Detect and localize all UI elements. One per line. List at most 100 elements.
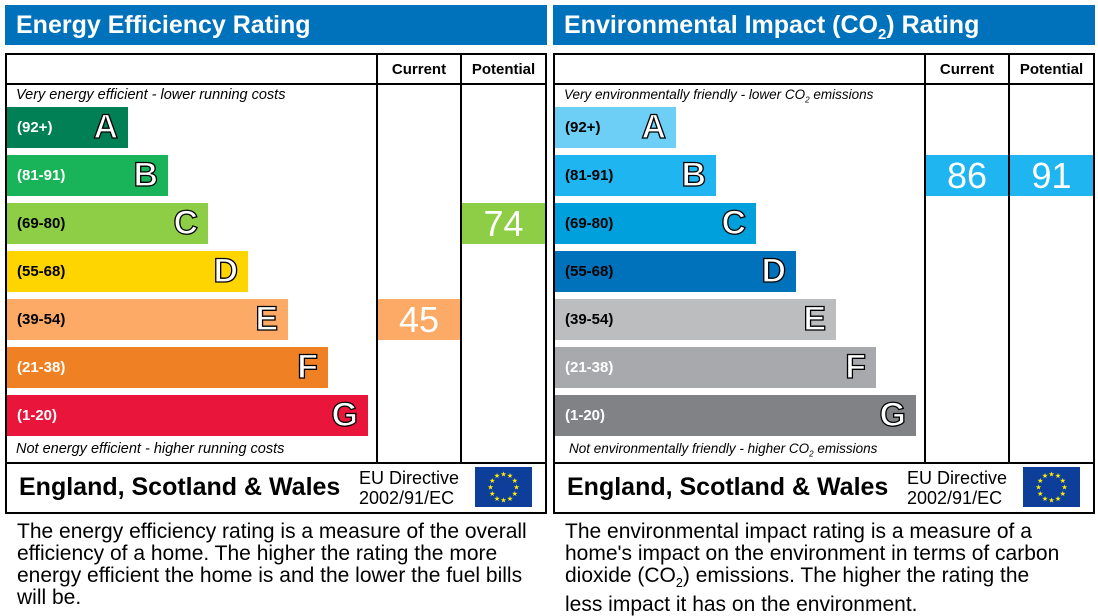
svg-text:★: ★ xyxy=(1037,477,1043,485)
band-bar-g: (1-20) G xyxy=(7,395,368,436)
column-header-potential: Potential xyxy=(1019,61,1084,78)
column-divider xyxy=(1008,55,1010,464)
country-label: England, Scotland & Wales xyxy=(567,473,889,501)
rating-table: Current Potential Very environmentally fri… xyxy=(553,53,1095,514)
band-bar-b: (81-91) B xyxy=(555,155,716,196)
svg-text:★: ★ xyxy=(1035,484,1041,492)
top-note: Very energy efficient - lower running co… xyxy=(16,87,286,103)
svg-text:★: ★ xyxy=(1055,472,1061,480)
band-range: (39-54) xyxy=(565,311,614,328)
band-letter: A xyxy=(641,107,667,146)
eu-directive: EU Directive 2002/91/EC xyxy=(359,468,459,508)
band-range: (55-68) xyxy=(17,263,66,280)
svg-text:★: ★ xyxy=(1060,477,1066,485)
eu-flag-icon: ★ ★ ★ ★ ★ ★ ★ ★ ★ ★ ★ ★ xyxy=(1023,467,1080,507)
row-divider xyxy=(555,83,1093,85)
column-divider xyxy=(924,55,926,464)
current-rating: 86 xyxy=(926,155,1008,196)
band-letter: C xyxy=(721,203,747,242)
svg-text:★: ★ xyxy=(1055,495,1061,503)
bottom-note: Not energy efficient - higher running co… xyxy=(16,441,285,457)
svg-text:★: ★ xyxy=(1042,495,1048,503)
band-bar-d: (55-68) D xyxy=(555,251,796,292)
svg-text:★: ★ xyxy=(489,490,495,498)
description: The energy efficiency rating is a measur… xyxy=(17,520,527,609)
band-letter: E xyxy=(803,299,827,338)
rating-table: Current Potential Very energy efficient - … xyxy=(5,53,547,514)
eu-directive: EU Directive 2002/91/EC xyxy=(907,468,1007,508)
band-letter: B xyxy=(133,155,159,194)
svg-text:★: ★ xyxy=(500,497,506,505)
band-letter: B xyxy=(681,155,707,194)
band-range: (81-91) xyxy=(565,167,614,184)
band-range: (92+) xyxy=(565,119,601,136)
directive-number: 2002/91/EC xyxy=(359,488,455,508)
current-rating: 45 xyxy=(378,299,460,340)
band-letter: F xyxy=(297,347,319,386)
band-range: (1-20) xyxy=(17,407,58,424)
svg-text:★: ★ xyxy=(494,495,500,503)
band-bar-b: (81-91) B xyxy=(7,155,168,196)
band-range: (69-80) xyxy=(17,215,66,232)
top-note: Very environmentally friendly - lower CO… xyxy=(564,87,874,105)
band-letter: A xyxy=(93,107,119,146)
eu-flag-icon: ★ ★ ★ ★ ★ ★ ★ ★ ★ ★ ★ ★ xyxy=(475,467,532,507)
row-divider xyxy=(7,83,545,85)
column-header-potential: Potential xyxy=(471,61,536,78)
band-letter: F xyxy=(845,347,867,386)
band-bar-f: (21-38) F xyxy=(7,347,328,388)
svg-text:★: ★ xyxy=(487,484,493,492)
svg-text:★: ★ xyxy=(512,490,518,498)
band-bar-g: (1-20) G xyxy=(555,395,916,436)
band-letter: G xyxy=(331,395,359,434)
band-bar-e: (39-54) E xyxy=(7,299,288,340)
svg-text:★: ★ xyxy=(494,472,500,480)
description: The environmental impact rating is a mea… xyxy=(565,520,1060,616)
band-letter: D xyxy=(213,251,239,290)
svg-text:★: ★ xyxy=(1037,490,1043,498)
svg-text:★: ★ xyxy=(1061,484,1067,492)
column-divider xyxy=(376,55,378,464)
directive-number: 2002/91/EC xyxy=(907,488,1003,508)
energy-efficiency-panel: Energy Efficiency Rating Current Potential… xyxy=(5,0,547,613)
band-letter: E xyxy=(255,299,279,338)
band-range: (92+) xyxy=(17,119,53,136)
svg-text:★: ★ xyxy=(512,477,518,485)
row-divider xyxy=(7,462,545,464)
svg-text:★: ★ xyxy=(507,472,513,480)
svg-text:★: ★ xyxy=(489,477,495,485)
band-range: (21-38) xyxy=(17,359,66,376)
column-header-current: Current xyxy=(391,61,447,78)
column-header-current: Current xyxy=(939,61,995,78)
band-bar-c: (69-80) C xyxy=(555,203,756,244)
potential-rating: 74 xyxy=(462,203,545,244)
svg-text:★: ★ xyxy=(1048,471,1054,479)
band-letter: G xyxy=(879,395,907,434)
band-letter: D xyxy=(761,251,787,290)
band-bar-e: (39-54) E xyxy=(555,299,836,340)
svg-text:★: ★ xyxy=(507,495,513,503)
svg-text:★: ★ xyxy=(1048,497,1054,505)
directive-line: EU Directive xyxy=(359,468,460,488)
band-range: (55-68) xyxy=(565,263,614,280)
band-bar-a: (92+) A xyxy=(7,107,128,148)
row-divider xyxy=(555,462,1093,464)
band-range: (21-38) xyxy=(565,359,614,376)
column-divider xyxy=(460,55,462,464)
band-bar-a: (92+) A xyxy=(555,107,676,148)
band-range: (39-54) xyxy=(17,311,66,328)
svg-text:★: ★ xyxy=(500,471,506,479)
band-letter: C xyxy=(173,203,199,242)
svg-text:★: ★ xyxy=(1060,490,1066,498)
potential-rating: 91 xyxy=(1010,155,1093,196)
svg-text:★: ★ xyxy=(513,484,519,492)
svg-text:★: ★ xyxy=(1042,472,1048,480)
band-range: (69-80) xyxy=(565,215,614,232)
band-bar-d: (55-68) D xyxy=(7,251,248,292)
band-range: (81-91) xyxy=(17,167,66,184)
band-bar-c: (69-80) C xyxy=(7,203,208,244)
directive-line: EU Directive xyxy=(907,468,1008,488)
bottom-note: Not environmentally friendly - higher CO… xyxy=(569,441,878,459)
chart-title: Energy Efficiency Rating xyxy=(5,5,547,45)
country-label: England, Scotland & Wales xyxy=(19,473,341,501)
